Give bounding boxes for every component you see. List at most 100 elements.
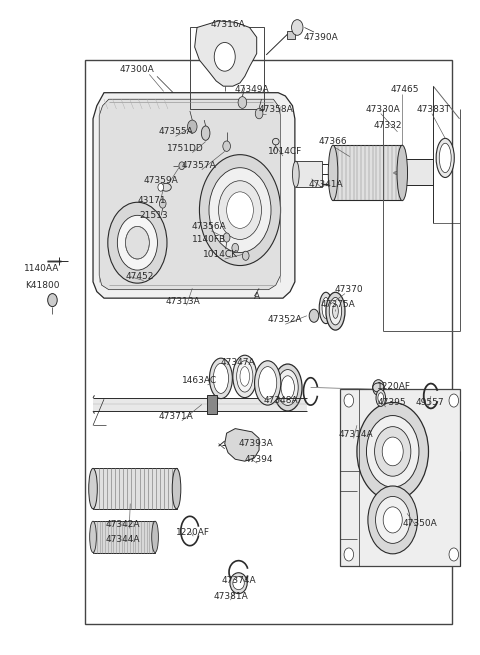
Circle shape (223, 141, 230, 151)
Text: 47356A: 47356A (192, 222, 227, 231)
Text: 47348A: 47348A (263, 396, 298, 405)
Ellipse shape (439, 143, 451, 173)
Circle shape (309, 309, 319, 322)
Ellipse shape (240, 367, 250, 386)
Circle shape (255, 108, 263, 119)
Bar (93, 468, 177, 509)
Text: 47357A: 47357A (182, 161, 217, 170)
Circle shape (199, 155, 281, 265)
Ellipse shape (376, 390, 385, 406)
Ellipse shape (213, 364, 228, 394)
Bar (190, 28, 264, 109)
Ellipse shape (333, 304, 338, 318)
Ellipse shape (329, 297, 342, 325)
Text: 21513: 21513 (140, 211, 168, 220)
Polygon shape (195, 21, 257, 86)
Bar (340, 390, 459, 565)
Bar (85, 60, 452, 624)
Ellipse shape (172, 468, 181, 509)
Ellipse shape (436, 138, 454, 178)
Circle shape (382, 437, 403, 466)
Ellipse shape (201, 126, 210, 140)
Text: A: A (253, 291, 260, 301)
Text: 47381A: 47381A (213, 591, 248, 601)
Text: 1014CF: 1014CF (268, 147, 302, 156)
Text: 47347A: 47347A (220, 358, 255, 367)
Circle shape (158, 183, 164, 191)
Circle shape (48, 293, 57, 307)
Text: 47313A: 47313A (165, 297, 200, 306)
Ellipse shape (322, 297, 330, 318)
Text: 47358A: 47358A (258, 105, 293, 113)
Ellipse shape (277, 369, 298, 405)
Text: 47352A: 47352A (268, 315, 303, 324)
Circle shape (368, 486, 418, 554)
Ellipse shape (233, 355, 257, 398)
Text: 47394: 47394 (245, 455, 273, 464)
Circle shape (117, 215, 157, 270)
Text: 1220AF: 1220AF (377, 382, 411, 390)
Circle shape (108, 202, 167, 283)
Ellipse shape (89, 468, 97, 509)
Circle shape (344, 394, 354, 407)
Polygon shape (225, 428, 259, 461)
Text: 1140FB: 1140FB (192, 235, 226, 244)
Circle shape (223, 233, 230, 242)
Circle shape (214, 43, 235, 71)
Text: 47371A: 47371A (158, 413, 193, 421)
Text: 47465: 47465 (390, 85, 419, 94)
Text: 47366: 47366 (319, 137, 348, 146)
Text: 47349A: 47349A (235, 85, 269, 94)
Circle shape (227, 192, 253, 229)
Text: 47359A: 47359A (144, 176, 179, 185)
Ellipse shape (259, 367, 277, 400)
Bar (93, 398, 307, 411)
Bar (206, 396, 217, 413)
Circle shape (372, 380, 384, 396)
Ellipse shape (274, 364, 302, 411)
Ellipse shape (209, 358, 232, 399)
Text: 1751DD: 1751DD (167, 143, 204, 153)
Text: 47375A: 47375A (321, 300, 355, 309)
Text: 1463AC: 1463AC (182, 377, 217, 386)
Bar (287, 31, 295, 39)
Circle shape (374, 426, 411, 476)
Text: 47341A: 47341A (309, 179, 343, 189)
Ellipse shape (230, 572, 247, 593)
Text: 47355A: 47355A (158, 127, 193, 136)
Text: 49557: 49557 (416, 398, 444, 407)
Text: 1014CK: 1014CK (204, 250, 239, 259)
Circle shape (125, 227, 149, 259)
Polygon shape (93, 93, 295, 298)
Bar (296, 161, 322, 187)
Circle shape (242, 251, 249, 260)
Circle shape (383, 507, 402, 533)
Ellipse shape (233, 576, 244, 590)
Ellipse shape (292, 161, 299, 187)
Circle shape (159, 199, 166, 208)
Ellipse shape (378, 393, 384, 403)
Circle shape (238, 97, 247, 108)
Polygon shape (99, 99, 281, 290)
Text: 47314A: 47314A (338, 430, 373, 439)
Text: 47383T: 47383T (416, 105, 450, 113)
Ellipse shape (326, 292, 345, 330)
Ellipse shape (319, 292, 333, 324)
Circle shape (232, 244, 239, 252)
Text: 47390A: 47390A (304, 33, 338, 42)
Ellipse shape (152, 521, 158, 553)
Circle shape (375, 496, 410, 544)
Bar (333, 145, 402, 200)
Text: 47300A: 47300A (120, 66, 155, 75)
Ellipse shape (237, 361, 253, 392)
Text: K41800: K41800 (24, 280, 59, 290)
Ellipse shape (281, 376, 294, 400)
Text: 47374A: 47374A (221, 576, 256, 585)
Text: 47330A: 47330A (366, 105, 400, 113)
Text: 47344A: 47344A (106, 535, 140, 544)
Ellipse shape (328, 145, 338, 200)
Circle shape (218, 181, 262, 240)
Text: 43171: 43171 (137, 196, 166, 205)
Text: 1140AA: 1140AA (24, 265, 60, 273)
Text: 47332: 47332 (374, 121, 402, 130)
